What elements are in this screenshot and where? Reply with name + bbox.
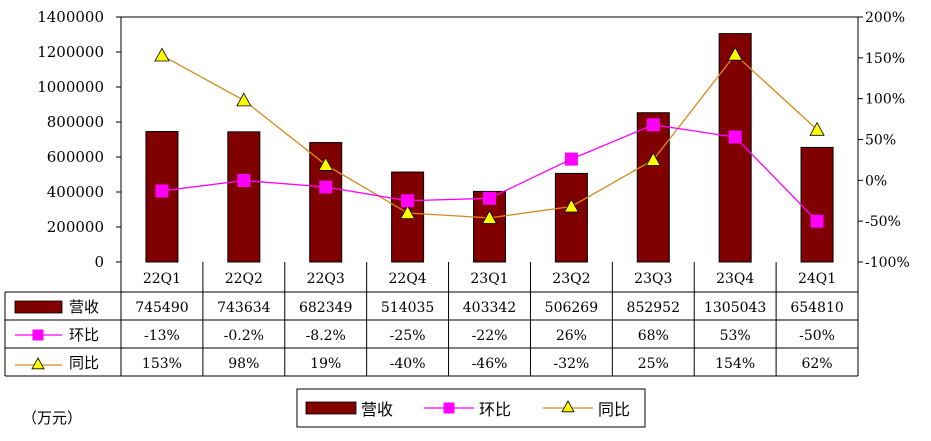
left-tick-label: 200000 <box>47 218 104 236</box>
cell-huanbi: -0.2% <box>224 328 264 344</box>
point-tongbi <box>399 205 416 220</box>
point-tongbi <box>318 156 334 171</box>
legend-label-tongbi: 同比 <box>598 400 630 419</box>
cell-yingshou: 514035 <box>381 300 434 316</box>
legend-key-tongbi-marker <box>561 400 575 413</box>
right-tick-label: -50% <box>865 214 901 230</box>
bar-yingshou <box>554 172 588 263</box>
cell-tongbi: -32% <box>553 356 589 372</box>
left-tick-label: 800000 <box>47 113 104 131</box>
point-huanbi <box>401 194 415 208</box>
cell-huanbi: 68% <box>638 328 669 344</box>
bar-yingshou <box>636 112 670 263</box>
right-tick-label: -100% <box>865 255 910 271</box>
cell-tongbi: 98% <box>228 356 259 372</box>
cell-tongbi: 19% <box>310 356 341 372</box>
row-label-huanbi: 环比 <box>69 326 99 344</box>
point-huanbi <box>564 152 578 166</box>
cell-huanbi: -25% <box>390 328 426 344</box>
point-huanbi <box>810 214 824 228</box>
cell-huanbi: -22% <box>472 328 508 344</box>
bar-yingshou <box>800 146 834 263</box>
cell-tongbi: 154% <box>715 356 755 372</box>
cell-yingshou: 743634 <box>217 300 271 316</box>
point-tongbi <box>236 92 252 107</box>
bar-yingshou <box>227 131 261 263</box>
cell-yingshou: 1305043 <box>704 300 766 316</box>
category-label: 23Q4 <box>716 271 754 287</box>
unit-label: （万元） <box>22 409 83 427</box>
right-tick-label: 0% <box>865 173 887 189</box>
point-tongbi <box>809 121 825 136</box>
left-tick-label: 600000 <box>47 148 104 166</box>
cell-yingshou: 682349 <box>299 300 352 316</box>
cell-huanbi: 53% <box>720 328 751 344</box>
category-label: 23Q2 <box>552 271 590 287</box>
cell-yingshou: 745490 <box>135 300 188 316</box>
row-label-tongbi: 同比 <box>69 354 99 372</box>
point-huanbi <box>646 118 660 132</box>
cell-tongbi: 25% <box>638 356 669 372</box>
point-huanbi <box>237 173 251 187</box>
category-label: 22Q2 <box>225 271 263 287</box>
category-label: 22Q4 <box>389 271 427 287</box>
point-tongbi <box>481 210 498 224</box>
point-tongbi <box>154 47 170 62</box>
category-label: 22Q1 <box>143 271 181 287</box>
right-tick-label: 200% <box>865 10 905 26</box>
cell-tongbi: -46% <box>472 356 508 372</box>
row-key-huanbi-marker <box>32 329 44 341</box>
cell-huanbi: -8.2% <box>306 328 346 344</box>
left-tick-label: 0 <box>94 253 104 271</box>
left-tick-label: 1000000 <box>37 78 104 96</box>
cell-huanbi: 26% <box>556 328 587 344</box>
cell-yingshou: 403342 <box>463 300 516 316</box>
point-huanbi <box>483 191 496 205</box>
cell-tongbi: -40% <box>390 356 426 372</box>
row-label-yingshou: 营收 <box>69 298 99 316</box>
left-tick-label: 1200000 <box>37 43 104 61</box>
cell-yingshou: 654810 <box>790 300 843 316</box>
category-label: 22Q3 <box>307 271 345 287</box>
cell-huanbi: -13% <box>144 328 180 344</box>
cell-yingshou: 506269 <box>545 300 598 316</box>
cell-huanbi: -50% <box>799 328 835 344</box>
right-tick-label: 100% <box>865 92 905 108</box>
point-tongbi <box>563 198 580 213</box>
legend-label-huanbi: 环比 <box>479 400 511 419</box>
right-tick-label: 150% <box>865 51 905 67</box>
cell-tongbi: 62% <box>801 356 832 372</box>
left-tick-label: 1400000 <box>37 8 104 26</box>
point-tongbi <box>645 152 661 166</box>
legend-key-yingshou <box>305 401 357 415</box>
left-tick-label: 400000 <box>47 183 104 201</box>
right-tick-label: 50% <box>865 133 896 149</box>
legend-key-huanbi-marker <box>443 402 455 414</box>
point-huanbi <box>319 180 333 194</box>
category-label: 23Q3 <box>634 271 672 287</box>
point-huanbi <box>155 184 169 198</box>
point-huanbi <box>728 130 742 144</box>
row-key-tongbi-marker <box>31 357 45 370</box>
legend-label-yingshou: 营收 <box>361 400 393 419</box>
point-tongbi <box>727 46 743 61</box>
category-label: 23Q1 <box>470 271 508 287</box>
row-key-yingshou <box>14 300 63 314</box>
cell-yingshou: 852952 <box>627 300 680 316</box>
cell-tongbi: 153% <box>142 356 182 372</box>
category-label: 24Q1 <box>798 271 836 287</box>
